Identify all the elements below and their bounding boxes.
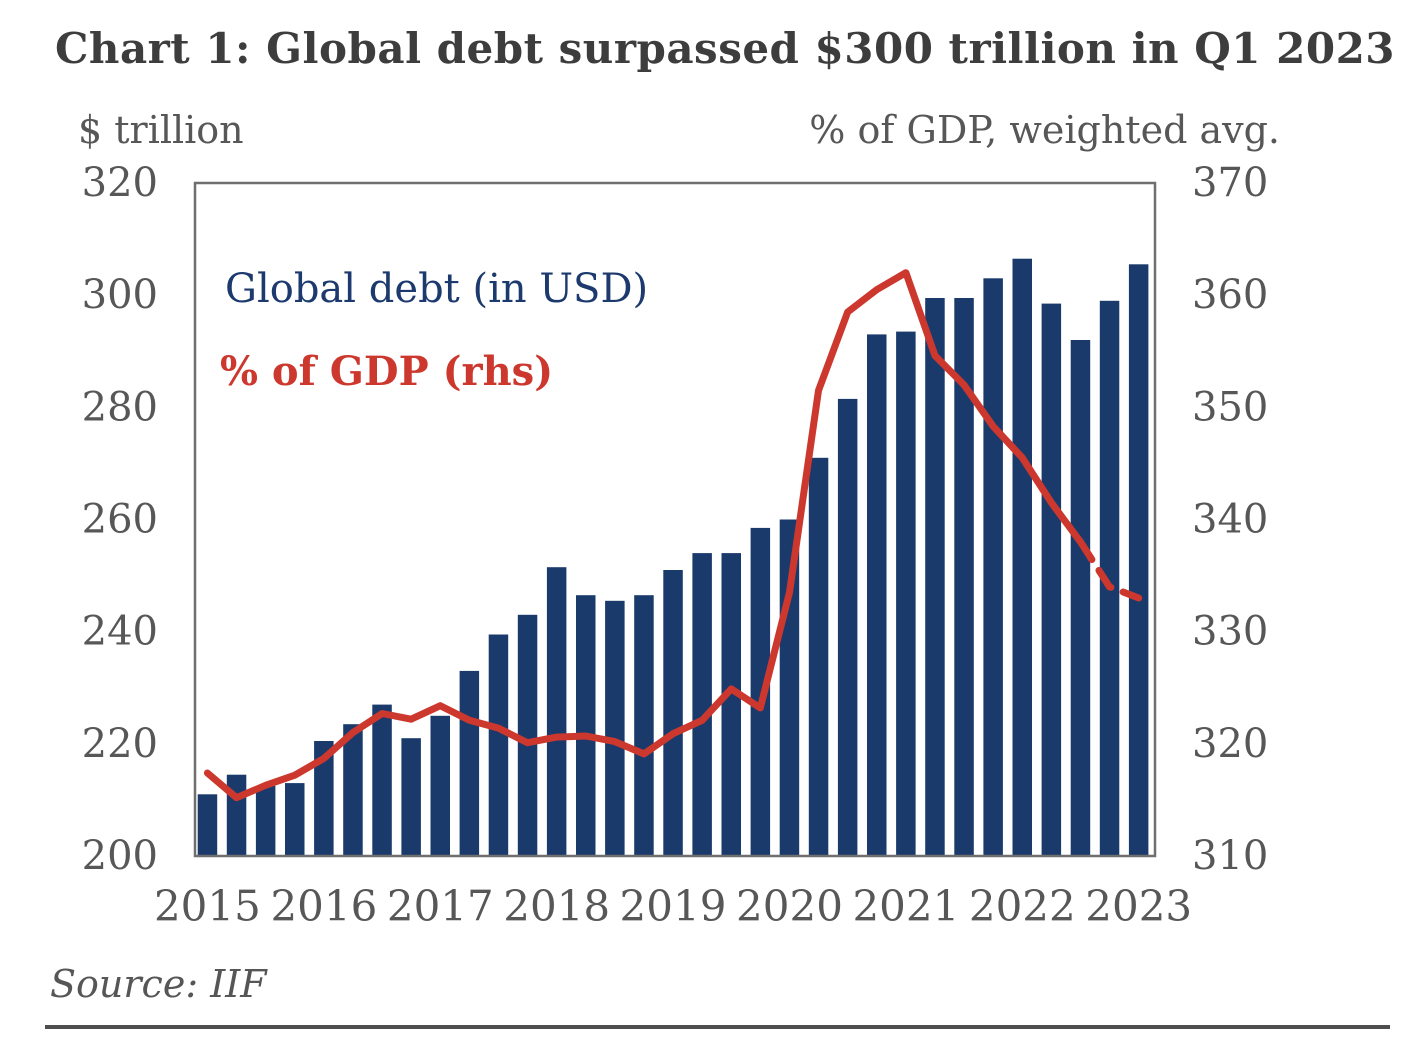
debt-bar: [314, 741, 334, 856]
left-axis-tick: 300: [82, 272, 158, 318]
x-axis-tick: 2016: [270, 882, 377, 931]
debt-bar: [1099, 300, 1120, 856]
right-axis-tick: 340: [1192, 497, 1268, 543]
x-axis-tick: 2020: [736, 882, 843, 931]
left-axis-tick: 200: [82, 833, 158, 879]
x-axis-tick: 2015: [154, 882, 261, 931]
legend-gdp-pct: % of GDP (rhs): [220, 348, 554, 395]
right-axis-unit-label: % of GDP, weighted avg.: [809, 108, 1280, 152]
right-axis-tick: 330: [1192, 609, 1268, 655]
debt-bar: [1041, 303, 1062, 857]
right-axis-tick: 360: [1192, 272, 1268, 318]
gdp-line-solid: [203, 269, 1084, 802]
legend-global-debt: Global debt (in USD): [225, 266, 649, 312]
plot-border: [193, 181, 1157, 858]
debt-bar: [197, 794, 218, 856]
debt-bar: [459, 670, 480, 856]
debt-bar: [634, 595, 654, 856]
x-axis-tick: 2018: [503, 882, 610, 931]
source-caption: Source: IIF: [50, 962, 267, 1006]
chart-title: Chart 1: Global debt surpassed $300 tril…: [55, 24, 1396, 73]
debt-bar: [692, 553, 712, 856]
debt-bar: [925, 298, 945, 856]
gdp-line-dashed: [1077, 538, 1143, 602]
left-axis-tick: 320: [82, 160, 158, 206]
left-axis-tick: 220: [82, 721, 158, 767]
debt-bar: [721, 553, 741, 856]
debt-bar: [750, 527, 771, 856]
right-axis-tick: 320: [1192, 721, 1268, 767]
debt-bar: [983, 278, 1003, 856]
right-axis-tick: 310: [1192, 833, 1268, 879]
debt-bar: [837, 398, 858, 856]
debt-bar: [954, 298, 974, 856]
x-axis-tick: 2017: [387, 882, 494, 931]
right-axis-tick: 350: [1192, 384, 1268, 430]
debt-bar: [488, 634, 509, 856]
debt-bar: [517, 614, 538, 856]
right-axis-tick: 370: [1192, 160, 1268, 206]
debt-bar: [896, 331, 916, 857]
left-axis-tick: 260: [82, 497, 158, 543]
debt-bar: [372, 704, 392, 856]
debt-bar: [605, 600, 625, 856]
left-axis-tick: 240: [82, 609, 158, 655]
x-axis-tick: 2023: [1085, 882, 1192, 931]
debt-bar: [226, 774, 247, 856]
debt-bar: [401, 738, 421, 856]
debt-bar: [867, 334, 887, 856]
debt-bar: [1012, 258, 1032, 856]
left-axis-unit-label: $ trillion: [78, 108, 244, 152]
debt-bar: [1128, 264, 1149, 856]
debt-bar: [808, 457, 829, 856]
left-axis-tick: 280: [82, 384, 158, 430]
debt-bar: [343, 724, 363, 856]
x-axis-tick: 2022: [969, 882, 1076, 931]
debt-bar: [546, 567, 567, 856]
debt-bar: [255, 785, 276, 856]
bottom-divider: [45, 1025, 1390, 1029]
x-axis-tick: 2019: [620, 882, 727, 931]
debt-bar: [576, 595, 596, 856]
debt-bar: [285, 783, 305, 856]
debt-bar: [430, 715, 450, 856]
x-axis-tick: 2021: [852, 882, 959, 931]
debt-bar: [1070, 340, 1091, 856]
debt-bar: [663, 570, 683, 856]
